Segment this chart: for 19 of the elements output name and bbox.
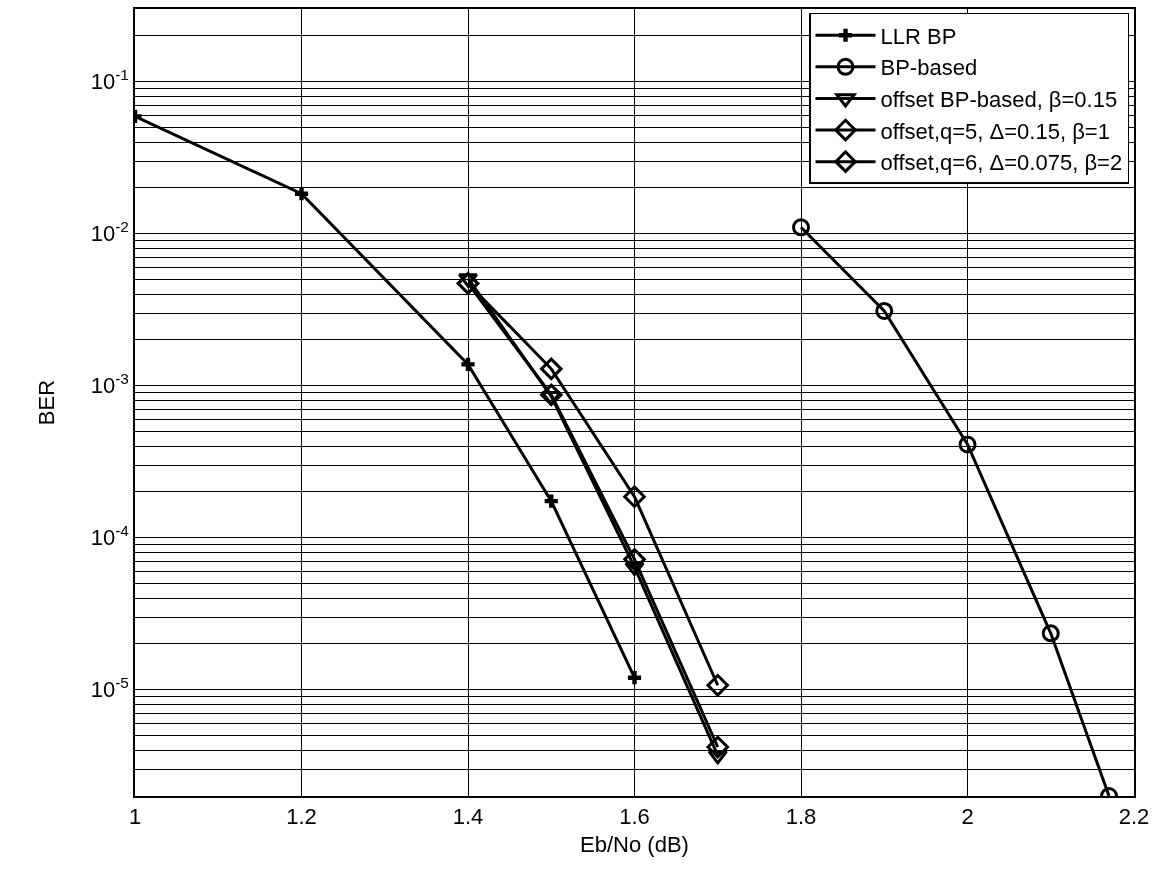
y-tick-label: 10$^{-2}$ — [90, 218, 129, 247]
legend-label: offset BP-based, β=0.15 — [880, 87, 1118, 113]
legend-label: offset,q=5, Δ=0.15, β=1 — [880, 118, 1110, 144]
x-axis-title: Eb/No (dB) — [580, 831, 689, 857]
y-tick-label: 10$^{-5}$ — [90, 674, 129, 703]
legend-label: LLR BP — [880, 23, 957, 49]
y-axis-title: BER — [33, 379, 59, 426]
x-tick-label: 1.8 — [785, 804, 817, 830]
y-tick-label: 10$^{-1}$ — [90, 66, 129, 95]
x-tick-label: 2 — [961, 804, 974, 830]
legend-label: offset,q=6, Δ=0.075, β=2 — [880, 150, 1123, 176]
x-tick-label: 1.6 — [619, 804, 650, 830]
y-tick-label: 10$^{-3}$ — [90, 370, 129, 399]
x-tick-label: 1 — [128, 804, 142, 830]
x-tick-label: 1.2 — [286, 804, 317, 830]
x-tick-label: 2.2 — [1118, 804, 1150, 830]
y-tick-label: 10$^{-4}$ — [90, 522, 130, 551]
x-tick-label: 1.4 — [452, 804, 484, 830]
legend-label: BP-based — [880, 55, 978, 81]
